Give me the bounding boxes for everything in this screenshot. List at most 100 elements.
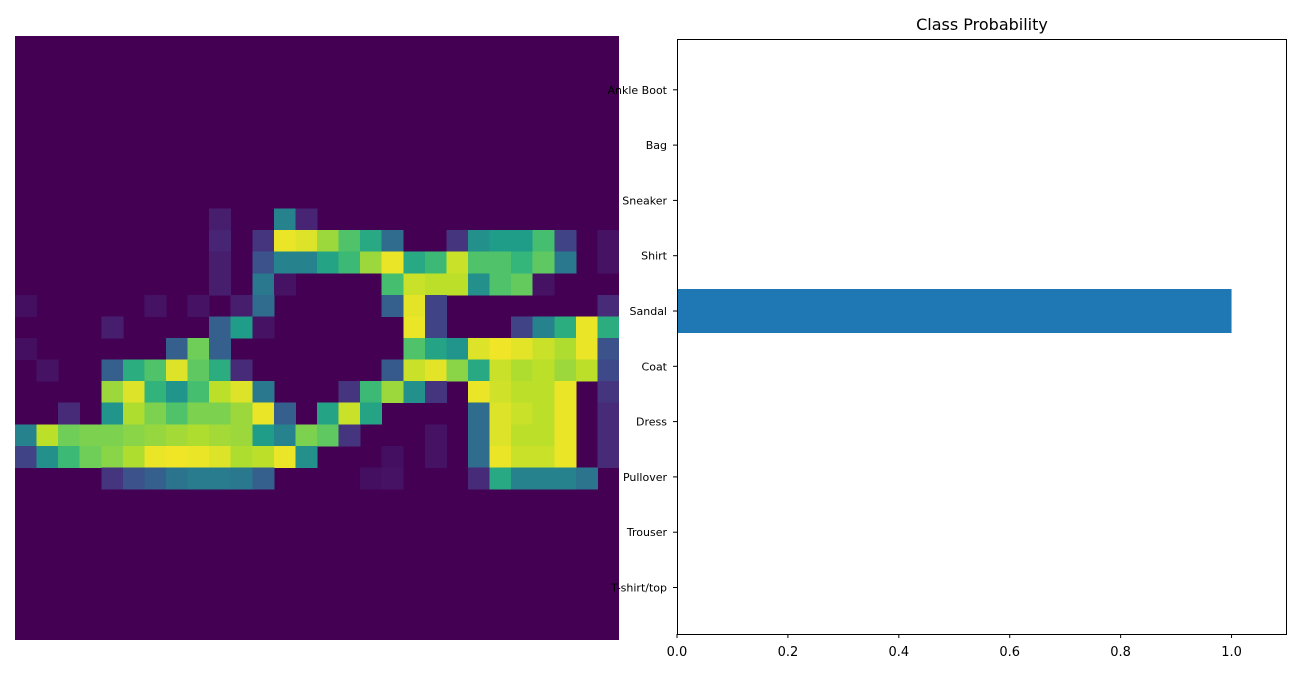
image-pixel [468,467,491,490]
image-pixel [468,381,491,404]
image-pixel [58,402,81,425]
image-pixel [511,273,534,296]
image-pixel [446,251,469,274]
image-pixel [511,251,534,274]
image-pixel [575,316,598,339]
image-pixel [187,359,210,382]
image-pixel [489,230,512,253]
image-pixel [446,338,469,361]
image-pixel [597,381,619,404]
image-pixel [424,294,447,317]
image-pixel [424,445,447,468]
image-pixel [532,338,555,361]
image-pixel [597,251,619,274]
image-pixel [381,251,404,274]
image-pixel [554,359,577,382]
image-pixel [597,294,619,317]
image-pixel [252,294,275,317]
image-pixel [554,251,577,274]
image-pixel [403,338,426,361]
image-pixel [187,467,210,490]
image-pixel [122,359,145,382]
image-pixel [381,467,404,490]
image-pixel [79,424,102,447]
image-pixel [187,445,210,468]
image-pixel [317,230,340,253]
image-pixel [166,359,189,382]
image-pixel [230,294,253,317]
image-pixel [209,445,232,468]
image-pixel [532,273,555,296]
image-pixel [575,338,598,361]
image-pixel [360,402,383,425]
image-pixel [209,208,232,231]
image-pixel [338,230,361,253]
image-pixel [511,467,534,490]
image-pixel [597,316,619,339]
y-tick-label: Sneaker [622,194,667,207]
image-pixel [209,424,232,447]
image-pixel [122,424,145,447]
image-pixel [230,445,253,468]
image-pixel [360,230,383,253]
y-tick-label: Ankle Boot [607,84,667,97]
image-pixel [532,424,555,447]
x-tick-label: 0.6 [999,645,1020,660]
image-pixel [532,251,555,274]
image-pixel [166,402,189,425]
image-pixel [381,294,404,317]
image-pixel [252,273,275,296]
probability-chart: Class Probability T-shirt/top Trouser Pull… [607,15,1287,660]
image-pixel [381,445,404,468]
image-pixel [511,316,534,339]
image-pixel [209,316,232,339]
image-pixel [511,402,534,425]
image-pixel [381,381,404,404]
image-pixel [511,424,534,447]
y-tick-label: Dress [636,416,667,429]
image-pixel [511,381,534,404]
image-pixel [317,251,340,274]
image-pixel [166,467,189,490]
image-pixel [554,230,577,253]
image-pixel [209,338,232,361]
image-pixel [317,402,340,425]
image-pixel [295,251,318,274]
y-tick-label: Bag [646,139,667,152]
image-pixel [144,445,167,468]
image-pixel [273,424,296,447]
image-pixel [273,445,296,468]
image-pixel [187,338,210,361]
image-pixel [597,402,619,425]
image-pixel [532,467,555,490]
image-pixel [36,359,59,382]
image-pixel [187,402,210,425]
image-pixel [230,467,253,490]
image-pixel [273,208,296,231]
image-pixel [252,381,275,404]
image-pixel [166,445,189,468]
image-pixel [489,467,512,490]
image-pixel [424,359,447,382]
image-pixel [468,251,491,274]
image-pixel [446,359,469,382]
image-pixel [403,251,426,274]
image-pixel [187,294,210,317]
image-pixel [273,273,296,296]
image-pixel [15,294,38,317]
image-pixel [575,467,598,490]
image-pixel [101,381,124,404]
image-pixel [79,445,102,468]
image-pixel [252,445,275,468]
x-tick-label: 1.0 [1221,645,1242,660]
image-pixel [36,445,59,468]
image-pixel [511,230,534,253]
image-pixel [187,381,210,404]
image-pixel [209,359,232,382]
image-pixel [144,381,167,404]
image-pixel [101,424,124,447]
image-pixel [597,445,619,468]
image-pixel [575,359,598,382]
image-pixel [252,402,275,425]
image-pixel [489,445,512,468]
